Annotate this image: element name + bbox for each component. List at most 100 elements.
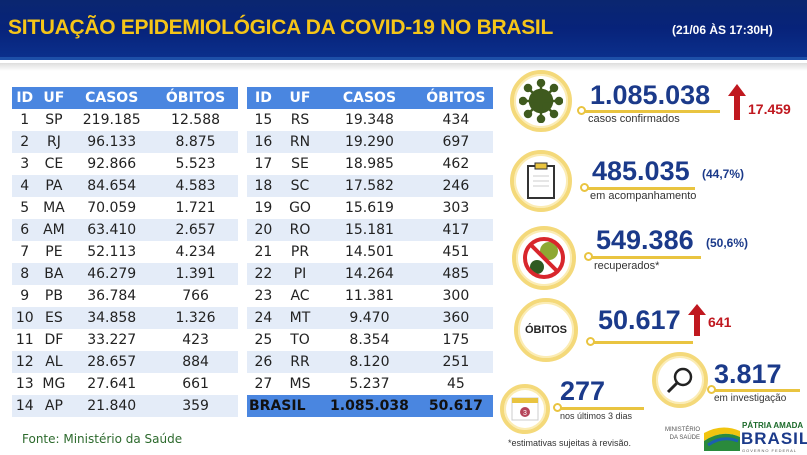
svg-text:3: 3 — [523, 410, 527, 417]
table-row: 6 AM 63.410 2.657 — [12, 219, 238, 241]
table-cell: PE — [45, 244, 63, 260]
header-banner: SITUAÇÃO EPIDEMIOLÓGICA DA COVID-19 NO B… — [0, 0, 807, 60]
table-cell: 24 — [247, 307, 280, 329]
table-cell: DF — [44, 332, 64, 348]
table-cell: 423 — [182, 332, 209, 348]
table-row: 26 RR 8.120 251 — [247, 351, 493, 373]
footnote: *estimativas sujeitas à revisão. — [508, 438, 632, 448]
table-cell: AP — [37, 395, 71, 417]
magnifier-icon — [652, 352, 708, 408]
table-row: 3 CE 92.866 5.523 — [12, 153, 238, 175]
table-row: 19 GO 15.619 303 — [247, 197, 493, 219]
virus-icon — [510, 70, 572, 132]
table-cell: 300 — [442, 288, 470, 304]
table-cell: TO — [290, 332, 310, 348]
table-cell: 5 — [20, 200, 30, 216]
column-header: CASOS — [320, 87, 419, 109]
table-cell: PR — [290, 244, 310, 260]
table-cell: 19.348 — [344, 112, 394, 128]
table-cell: PA — [37, 175, 71, 197]
confirmed-label: casos confirmados — [588, 113, 680, 125]
table-cell: 13 — [15, 376, 34, 392]
table-cell: 2.657 — [153, 219, 238, 241]
table-cell: 1.326 — [153, 307, 238, 329]
table-cell: GO — [289, 200, 311, 216]
brasil-logo: PÁTRIA AMADA BRASIL GOVERNO FEDERAL — [704, 421, 807, 453]
table-cell: 1 — [20, 112, 30, 128]
table-cell: 12.588 — [171, 112, 221, 128]
table-cell: RR — [279, 351, 321, 373]
calendar-icon: 3 — [500, 384, 550, 434]
table-row: 14 AP 21.840 359 — [12, 395, 238, 417]
monitoring-label: em acompanhamento — [590, 190, 697, 202]
table-row: 5 MA 70.059 1.721 — [12, 197, 238, 219]
table-cell: 5.237 — [349, 376, 390, 392]
recovered-percent: (50,6%) — [706, 236, 749, 250]
column-header: UF — [279, 87, 321, 109]
table-cell: 10 — [12, 307, 38, 329]
table-cell: 14.264 — [320, 263, 419, 285]
table-cell: RN — [279, 131, 321, 153]
deaths-increase: 641 — [708, 314, 732, 330]
table-cell: 45 — [446, 376, 465, 392]
table-row: 20 RO 15.181 417 — [247, 219, 493, 241]
table-cell: 70.059 — [87, 200, 137, 216]
confirmed-value: 1.085.038 — [590, 80, 711, 110]
table-cell: 4.583 — [153, 175, 238, 197]
table-cell: 6 — [12, 219, 38, 241]
states-table-right: ID UF CASOS ÓBITOS 15 RS 19.348 434 16 RN 19.290 69… — [247, 87, 493, 417]
source-note: Fonte: Ministério da Saúde — [22, 432, 183, 446]
column-header: ID — [247, 87, 280, 109]
table-row: 4 PA 84.654 4.583 — [12, 175, 238, 197]
table-cell: 434 — [442, 112, 470, 128]
table-cell: 52.113 — [87, 244, 137, 260]
table-cell: 5.523 — [175, 156, 216, 172]
table-cell: MG — [42, 376, 66, 392]
table-row: 9 PB 36.784 766 — [12, 285, 238, 307]
column-header: ÓBITOS — [418, 87, 493, 109]
table-cell: 22 — [247, 263, 280, 285]
table-cell: 23 — [254, 288, 273, 304]
monitoring-value: 485.035 — [592, 156, 690, 186]
table-row: 17 SE 18.985 462 — [247, 153, 493, 175]
table-cell: 15.619 — [344, 200, 394, 216]
column-header: UF — [37, 87, 71, 109]
table-cell: AM — [37, 219, 71, 241]
table-cell: 20 — [247, 219, 280, 241]
states-table-left: ID UF CASOS ÓBITOS 1 SP 219.185 12.588 2 RJ 96.133… — [12, 87, 238, 417]
arrow-up-icon — [688, 304, 706, 336]
table-row: 1 SP 219.185 12.588 — [12, 109, 238, 131]
table-cell: MT — [279, 307, 321, 329]
total-label: BRASIL — [247, 395, 321, 417]
total-row: BRASIL 1.085.038 50.617 — [247, 395, 493, 417]
total-deaths: 50.617 — [418, 395, 493, 417]
table-cell: 33.227 — [87, 332, 137, 348]
table-cell: RJ — [37, 131, 71, 153]
table-row: 27 MS 5.237 45 — [247, 373, 493, 395]
table-cell: 4.234 — [175, 244, 216, 260]
table-row: 22 PI 14.264 485 — [247, 263, 493, 285]
table-cell: 417 — [418, 219, 493, 241]
table-cell: 36.784 — [87, 288, 137, 304]
table-cell: RO — [279, 219, 321, 241]
table-cell: 21.840 — [70, 395, 154, 417]
monitoring-percent: (44,7%) — [702, 167, 745, 181]
table-row: 2 RJ 96.133 8.875 — [12, 131, 238, 153]
table-cell: 12 — [12, 351, 38, 373]
table-cell: 17 — [254, 156, 273, 172]
table-cell: 15 — [254, 112, 273, 128]
table-row: 8 BA 46.279 1.391 — [12, 263, 238, 285]
table-row: 23 AC 11.381 300 — [247, 285, 493, 307]
table-cell: 1.391 — [153, 263, 238, 285]
table-cell: 219.185 — [82, 112, 141, 128]
clipboard-icon — [510, 150, 572, 212]
table-cell: 16 — [247, 131, 280, 153]
table-cell: 26 — [247, 351, 280, 373]
table-row: 10 ES 34.858 1.326 — [12, 307, 238, 329]
table-cell: 11.381 — [344, 288, 394, 304]
table-cell: SP — [45, 112, 63, 128]
table-cell: 246 — [418, 175, 493, 197]
recent-value: 277 — [560, 376, 606, 406]
table-cell: 25 — [254, 332, 273, 348]
table-cell: 1.721 — [175, 200, 216, 216]
